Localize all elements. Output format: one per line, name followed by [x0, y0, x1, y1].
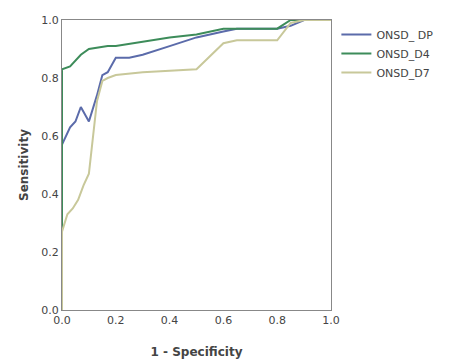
svg-text:0.4: 0.4	[161, 314, 179, 327]
svg-text:1.0: 1.0	[322, 314, 340, 327]
svg-text:0.8: 0.8	[41, 72, 59, 85]
svg-text:Sensitivity: Sensitivity	[17, 129, 31, 201]
svg-text:ONSD_ DP: ONSD_ DP	[376, 29, 433, 42]
svg-text:0.6: 0.6	[41, 130, 59, 143]
svg-text:ONSD_D7: ONSD_D7	[376, 67, 429, 80]
svg-text:0.4: 0.4	[41, 188, 59, 201]
svg-text:0.2: 0.2	[41, 246, 59, 259]
svg-text:0.6: 0.6	[215, 314, 233, 327]
svg-text:1.0: 1.0	[41, 14, 59, 27]
svg-text:0.2: 0.2	[107, 314, 125, 327]
svg-text:0.8: 0.8	[268, 314, 286, 327]
svg-text:0.0: 0.0	[41, 304, 59, 317]
svg-text:1 - Specificity: 1 - Specificity	[151, 345, 243, 359]
svg-text:0.0: 0.0	[53, 314, 71, 327]
svg-text:ONSD_D4: ONSD_D4	[376, 48, 429, 61]
